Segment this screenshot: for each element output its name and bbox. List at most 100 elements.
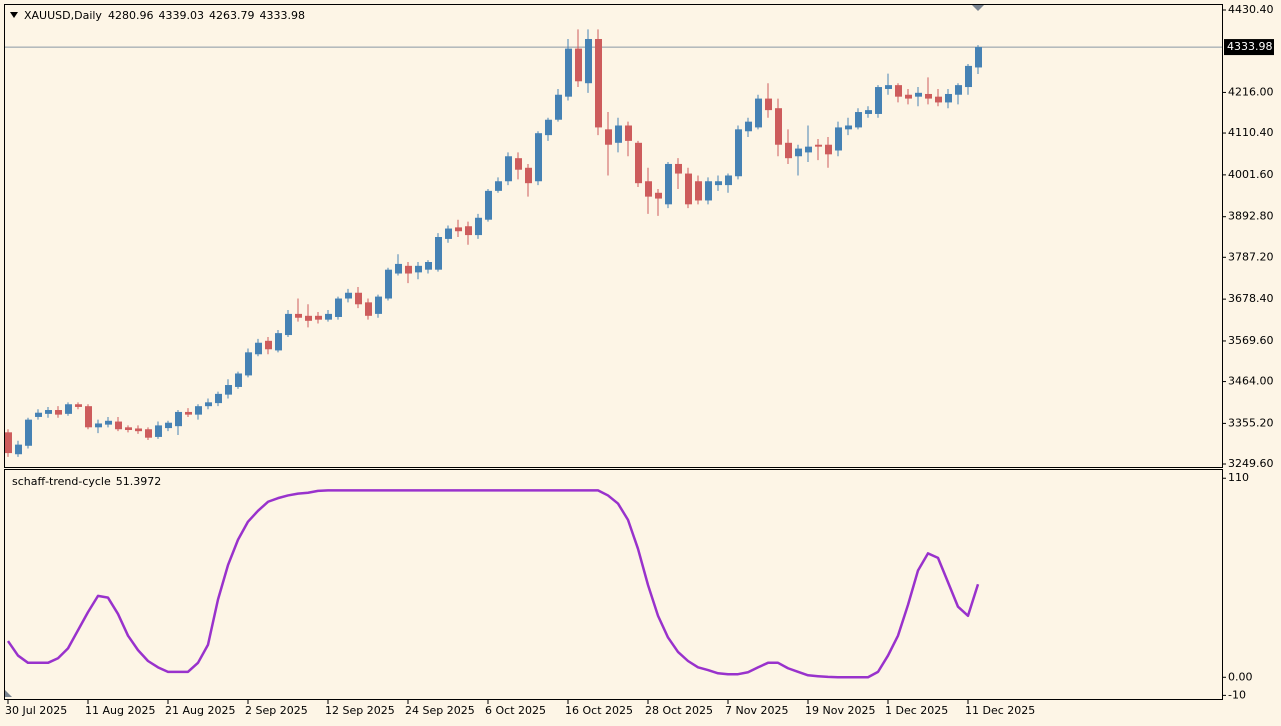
candle-body — [825, 144, 832, 155]
candle-body — [635, 142, 642, 184]
x-tick-label: 28 Oct 2025 — [645, 704, 713, 717]
symbol: XAUUSD,Daily — [24, 9, 102, 22]
candle-body — [795, 148, 802, 157]
candle-body — [655, 192, 662, 199]
candle-body — [775, 108, 782, 145]
y-tick-label: 110 — [1228, 471, 1249, 484]
candle-body — [175, 411, 182, 427]
candle-body — [455, 227, 462, 232]
candle-body — [875, 87, 882, 114]
price-label-box — [1224, 39, 1274, 56]
candle-body — [565, 48, 572, 97]
candle-body — [95, 423, 102, 428]
candle-body — [475, 217, 482, 236]
candle-body — [735, 129, 742, 177]
candle-body — [645, 181, 652, 197]
candle-body — [815, 144, 822, 147]
x-tick-label: 11 Dec 2025 — [965, 704, 1035, 717]
candle-body — [515, 158, 522, 170]
candle-body — [25, 419, 32, 446]
candle-body — [555, 94, 562, 120]
candle-body — [575, 48, 582, 82]
candle-body — [585, 38, 592, 84]
y-tick-label: 3787.20 — [1228, 250, 1274, 263]
candle-body — [5, 432, 12, 454]
candle-body — [195, 406, 202, 415]
candle-body — [65, 404, 72, 414]
candle-body — [605, 129, 612, 145]
candle-body — [165, 422, 172, 429]
y-tick-label: -10 — [1228, 688, 1246, 701]
candle-body — [215, 393, 222, 404]
candle-body — [745, 121, 752, 132]
main-panel — [4, 4, 1223, 468]
candle-body — [285, 313, 292, 336]
candle-body — [265, 340, 272, 350]
close: 4333.98 — [259, 9, 305, 22]
candle-body — [545, 119, 552, 136]
candle-body — [835, 127, 842, 151]
candle-body — [765, 98, 772, 111]
candle-body — [415, 265, 422, 273]
candle-body — [845, 125, 852, 130]
candle-body — [465, 226, 472, 236]
candle-body — [335, 298, 342, 317]
open: 4280.96 — [108, 9, 154, 22]
candle-body — [435, 236, 442, 270]
indicator-header: schaff-trend-cycle 51.3972 — [12, 475, 161, 488]
candle-body — [355, 292, 362, 305]
candle-body — [115, 421, 122, 430]
candle-body — [85, 406, 92, 428]
candle-body — [945, 93, 952, 103]
candle-body — [975, 47, 982, 68]
y-tick-label: 3464.00 — [1228, 375, 1274, 388]
candle-body — [35, 412, 42, 417]
candle-body — [495, 181, 502, 191]
x-tick-label: 16 Oct 2025 — [565, 704, 633, 717]
x-tick-label: 24 Sep 2025 — [405, 704, 475, 717]
candle-body — [615, 125, 622, 143]
y-tick-label: 4110.40 — [1228, 126, 1274, 139]
candle-body — [855, 112, 862, 128]
candle-body — [15, 444, 22, 455]
candle-body — [275, 333, 282, 351]
candle-body — [485, 190, 492, 220]
y-tick-label: 3892.80 — [1228, 210, 1274, 223]
indicator-value: 51.3972 — [116, 475, 162, 488]
y-tick-label: 0.00 — [1228, 670, 1253, 683]
menu-arrow[interactable] — [10, 12, 18, 18]
candle-body — [715, 181, 722, 186]
candle-body — [245, 352, 252, 376]
x-tick-label: 19 Nov 2025 — [805, 704, 875, 717]
candle-body — [325, 313, 332, 320]
candle-body — [865, 110, 872, 114]
y-tick-label: 4430.40 — [1228, 3, 1274, 16]
candle-body — [925, 93, 932, 99]
candle-body — [525, 167, 532, 184]
x-tick-label: 30 Jul 2025 — [5, 704, 67, 717]
shift-marker — [972, 5, 984, 11]
candle-body — [965, 65, 972, 88]
candle-body — [155, 425, 162, 437]
candle-body — [365, 302, 372, 316]
candle-body — [55, 410, 62, 415]
candle-body — [695, 181, 702, 201]
corner-marker — [5, 690, 12, 697]
candle-body — [375, 296, 382, 314]
x-tick-label: 11 Aug 2025 — [85, 704, 155, 717]
candle-body — [385, 269, 392, 299]
x-tick-label: 7 Nov 2025 — [725, 704, 788, 717]
y-tick-label: 3678.40 — [1228, 292, 1274, 305]
indicator-line — [6, 489, 980, 679]
y-tick-label: 3355.20 — [1228, 416, 1274, 429]
candle-body — [915, 92, 922, 97]
x-tick-label: 1 Dec 2025 — [885, 704, 948, 717]
candle-body — [345, 292, 352, 299]
low: 4263.79 — [209, 9, 255, 22]
x-tick-label: 21 Aug 2025 — [165, 704, 235, 717]
candle-body — [205, 402, 212, 407]
y-tick-label: 4001.60 — [1228, 168, 1274, 181]
candle-body — [75, 404, 82, 407]
